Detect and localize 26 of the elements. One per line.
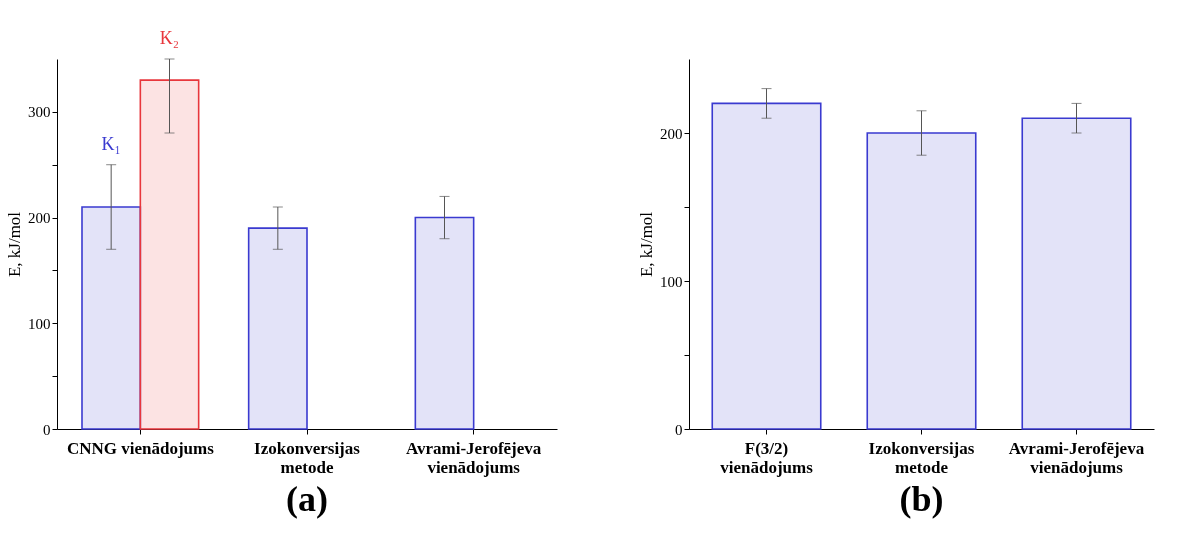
x-tick-label: Avrami-Jerofējeva vienādojums — [406, 438, 542, 477]
text: (a) — [286, 479, 328, 519]
x-tick-label: CNNG vienādojums — [66, 438, 215, 458]
y-tick-label: 100 — [660, 273, 683, 290]
y-tick-label: 200 — [28, 210, 51, 227]
x-tick-label: Avrami-Jerofējeva vienādojums — [1008, 438, 1145, 477]
series-label: K₂ — [159, 28, 180, 48]
text: (b) — [899, 479, 944, 519]
bar — [711, 102, 822, 430]
bar — [414, 216, 475, 430]
y-tick-label: 300 — [28, 104, 51, 121]
y-tick-label: 200 — [660, 125, 683, 142]
y-tick-label: 0 — [43, 421, 51, 438]
bar — [866, 132, 977, 430]
y-tick-label: 0 — [675, 421, 683, 438]
y-tick-label: 100 — [28, 315, 51, 332]
text: K₁ — [101, 133, 121, 154]
y-axis-title: E, kJ/mol — [5, 211, 24, 278]
bar — [139, 79, 200, 430]
bar — [1021, 117, 1132, 430]
x-tick-label: F(3/2) vienādojums — [720, 438, 814, 477]
y-axis-title: E, kJ/mol — [637, 211, 656, 278]
x-tick-label: Izokonversijas metode — [254, 438, 361, 477]
x-tick-label: Izokonversijas metode — [868, 438, 975, 477]
bar — [247, 227, 308, 430]
bar — [81, 206, 142, 430]
